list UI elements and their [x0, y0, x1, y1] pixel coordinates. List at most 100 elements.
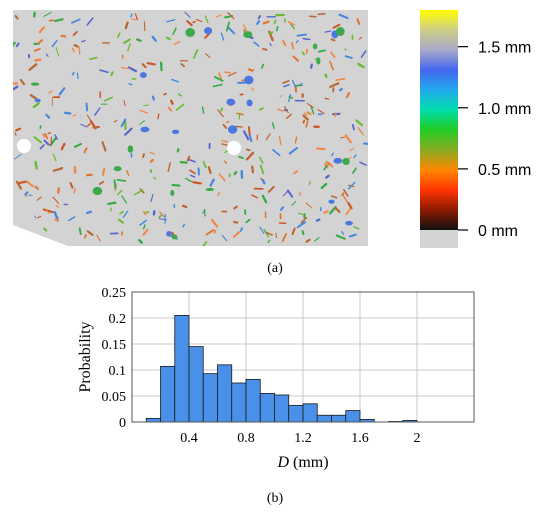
crack-segment	[317, 149, 325, 150]
hole-left	[17, 139, 31, 153]
crack-segment	[332, 153, 333, 155]
histogram-bar	[161, 366, 175, 422]
crack-segment	[326, 75, 327, 77]
crack-segment	[247, 149, 250, 150]
histogram-bar	[332, 415, 346, 422]
pore-blob	[226, 99, 235, 106]
crack-segment	[153, 97, 154, 100]
caption-b: (b)	[267, 491, 284, 506]
crack-segment	[215, 231, 216, 233]
histogram-bar	[232, 383, 246, 422]
crack-segment	[77, 73, 78, 78]
crack-segment	[87, 175, 92, 176]
crack-segment	[281, 207, 283, 209]
colorbar-tick-label: 0 mm	[478, 223, 518, 240]
pore-blob	[140, 127, 149, 133]
y-tick-label: 0.05	[102, 390, 127, 405]
x-axis-label: D (mm)	[276, 454, 328, 471]
crack-segment	[143, 154, 144, 157]
histogram-bar	[146, 418, 160, 422]
crack-segment	[111, 72, 112, 74]
pore-blob	[204, 27, 212, 34]
x-tick-label: 0.4	[180, 431, 198, 446]
crack-segment	[129, 84, 132, 85]
crack-segment	[80, 228, 81, 234]
crack-segment	[225, 72, 230, 73]
histogram-bar	[289, 405, 303, 422]
pore-blob	[185, 28, 195, 37]
crack-segment	[257, 21, 259, 24]
crack-segment	[193, 22, 195, 23]
crack-segment	[249, 127, 250, 135]
histogram-bar	[218, 365, 232, 422]
y-tick-label: 0	[119, 416, 126, 431]
pore-blob	[35, 99, 41, 103]
colorbar-ticks: 1.5 mm 1.0 mm 0.5 mm 0 mm	[458, 40, 531, 240]
crack-segment	[137, 39, 141, 40]
crack-segment	[307, 50, 308, 53]
crack-segment	[93, 127, 99, 128]
crack-segment	[310, 16, 316, 17]
colorbar-zero-swatch	[420, 230, 458, 248]
crack-segment	[144, 212, 145, 214]
histogram-bar	[275, 395, 289, 422]
crack-segment	[326, 176, 328, 178]
y-tick-label: 0.25	[102, 286, 127, 301]
pore-blob	[140, 72, 147, 78]
y-tick-label: 0.1	[109, 364, 127, 379]
histogram-bar	[189, 347, 203, 422]
crack-segment	[298, 34, 307, 35]
pore-blob	[336, 27, 345, 36]
crack-segment	[235, 172, 237, 174]
crack-segment	[303, 39, 309, 40]
x-tick-label: 0.8	[237, 431, 255, 446]
crack-segment	[270, 32, 273, 33]
hole-right	[227, 141, 241, 155]
crack-segment	[303, 231, 304, 234]
crack-segment	[36, 162, 37, 169]
colorbar-tick-label: 1.0 mm	[478, 101, 531, 118]
pore-blob	[206, 188, 215, 191]
pore-blob	[244, 76, 253, 85]
crack-segment	[164, 94, 166, 95]
chart-bars	[146, 315, 417, 422]
pore-blob	[114, 166, 122, 171]
pore-blob	[228, 125, 237, 133]
crack-segment	[44, 229, 46, 231]
crack-segment	[178, 149, 179, 151]
crack-segment	[311, 65, 312, 68]
crack-segment	[75, 45, 78, 46]
pore-blob	[170, 190, 174, 196]
y-tick-label: 0.2	[109, 312, 127, 327]
colorbar-tick-label: 0.5 mm	[478, 162, 531, 179]
panel-a: 1.5 mm 1.0 mm 0.5 mm 0 mm (a)	[0, 0, 550, 280]
pore-blob	[243, 31, 252, 38]
crack-segment	[108, 203, 115, 204]
crack-segment	[87, 103, 88, 110]
crack-segment	[341, 137, 345, 138]
colorbar-tick-label: 1.5 mm	[478, 40, 531, 57]
crack-segment	[331, 39, 334, 40]
pore-blob	[342, 158, 349, 165]
crack-segment	[151, 160, 153, 162]
crack-segment	[275, 20, 276, 23]
crack-segment	[193, 182, 201, 183]
crack-segment	[353, 125, 354, 130]
pore-blob	[172, 130, 179, 134]
crack-segment	[204, 210, 205, 216]
crack-segment	[131, 14, 132, 17]
crack-segment	[114, 180, 115, 188]
crack-segment	[304, 121, 305, 123]
caption-a: (a)	[267, 261, 283, 276]
crack-segment	[318, 14, 324, 15]
crack-segment	[342, 193, 343, 195]
crack-segment	[340, 89, 342, 90]
crack-segment	[73, 73, 74, 75]
crack-segment	[56, 219, 58, 220]
pore-blob	[93, 187, 103, 195]
pore-blob	[172, 234, 178, 239]
crack-segment	[227, 122, 229, 123]
crack-segment	[65, 113, 70, 114]
